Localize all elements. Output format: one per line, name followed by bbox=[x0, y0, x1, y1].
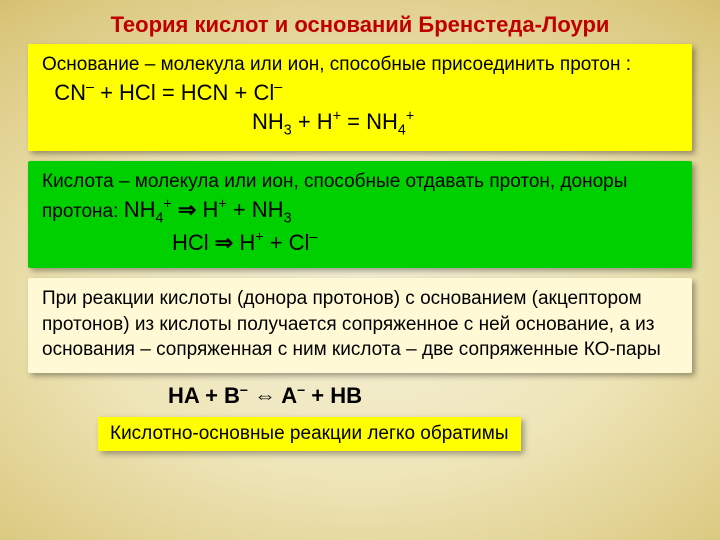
h-sup: + bbox=[333, 109, 341, 125]
arrow2: ⇒ bbox=[215, 230, 240, 255]
acid-definition-box: Кислота – молекула или ион, способные от… bbox=[28, 161, 692, 268]
hcl: HCl bbox=[172, 230, 215, 255]
eq1-mid: + HCl = HCN + Cl bbox=[94, 80, 274, 105]
nh4: NH bbox=[124, 197, 156, 222]
h1-sup: + bbox=[218, 196, 226, 212]
base-eq1: CN– + HCl = HCN + Cl– bbox=[42, 80, 282, 105]
slide-title: Теория кислот и оснований Бренстеда-Лоур… bbox=[28, 12, 692, 38]
hb: + HB bbox=[305, 383, 362, 408]
cn-sup: – bbox=[86, 79, 94, 95]
nh4-sub: 4 bbox=[398, 123, 406, 139]
h2: H bbox=[239, 230, 255, 255]
nh4-sub2: 4 bbox=[155, 210, 163, 226]
nh3-sub: 3 bbox=[284, 123, 292, 139]
pair-text: При реакции кислоты (донора протонов) с … bbox=[42, 288, 661, 360]
base-definition-box: Основание – молекула или ион, способные … bbox=[28, 44, 692, 151]
nh4-sup2: + bbox=[163, 196, 171, 212]
acid-eq2: HCl ⇒ H+ + Cl– bbox=[172, 228, 678, 258]
a-sup: – bbox=[297, 383, 305, 399]
b-sup: – bbox=[240, 383, 248, 399]
base-eq2: NH3 + H+ = NH4+ bbox=[252, 107, 678, 141]
conjugate-pair-box: При реакции кислоты (донора протонов) с … bbox=[28, 278, 692, 373]
nh3: NH bbox=[252, 109, 284, 134]
h2-sup: + bbox=[255, 230, 263, 246]
base-intro-text: Основание – молекула или ион, способные … bbox=[42, 54, 631, 75]
footer-text: Кислотно-основные реакции легко обратимы bbox=[110, 423, 509, 444]
plus-cl: + Cl bbox=[264, 230, 310, 255]
eq2-mid: + H bbox=[292, 109, 333, 134]
plus-nh3: + NH bbox=[227, 197, 284, 222]
cn: CN bbox=[54, 80, 86, 105]
nh3-sub2: 3 bbox=[284, 210, 292, 226]
nh4-sup: + bbox=[406, 109, 414, 125]
eq2-eq: = NH bbox=[341, 109, 398, 134]
cl-sup: – bbox=[274, 79, 282, 95]
cl-sup2: – bbox=[309, 230, 317, 246]
general-equation: HA + B– ⇔ A– + HB bbox=[168, 383, 692, 409]
ha: HA + B bbox=[168, 383, 240, 408]
arrow1: ⇒ bbox=[172, 197, 203, 222]
footer-note-box: Кислотно-основные реакции легко обратимы bbox=[98, 417, 521, 451]
acid-eq1: NH4+ ⇒ H+ + NH3 bbox=[124, 197, 292, 222]
dbl-arrow: ⇔ A bbox=[248, 383, 297, 408]
h1: H bbox=[202, 197, 218, 222]
